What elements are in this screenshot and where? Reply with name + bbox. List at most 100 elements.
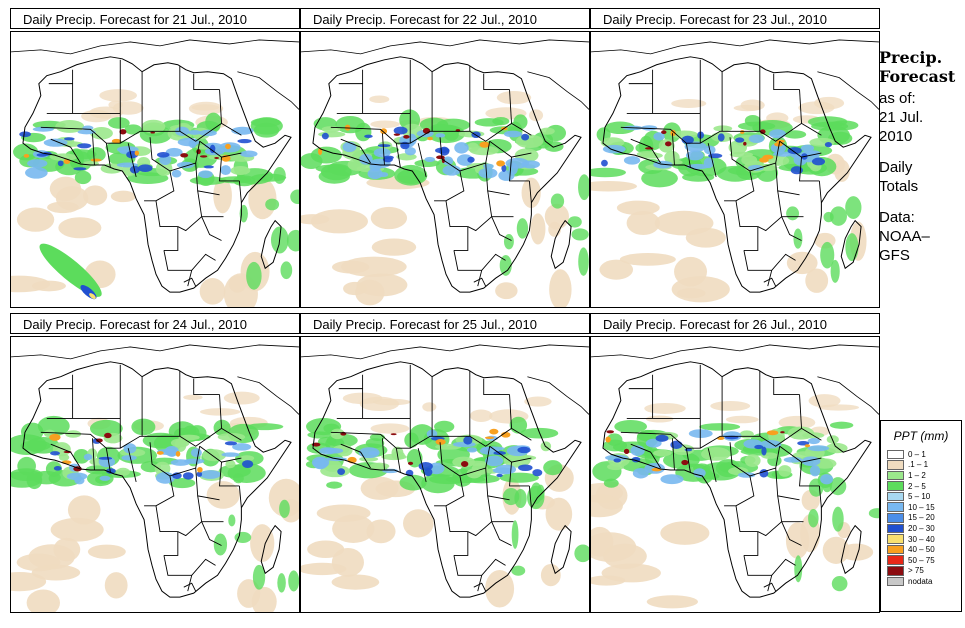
precip-area: [761, 446, 767, 456]
precip-area: [301, 153, 323, 170]
precip-area: [454, 142, 469, 154]
country-border: [509, 462, 530, 487]
legend-item: 2 – 5: [887, 481, 961, 492]
precip-area: [528, 109, 544, 122]
precip-area: [393, 133, 400, 136]
country-border: [628, 374, 654, 390]
precip-area: [571, 228, 589, 241]
legend-swatch: [887, 449, 904, 460]
precip-area: [175, 450, 181, 457]
precip-area: [688, 429, 713, 438]
country-border: [485, 468, 510, 501]
precip-area: [273, 167, 286, 184]
precip-area: [359, 153, 373, 165]
precip-area: [503, 234, 514, 250]
precip-area: [180, 153, 189, 158]
precip-area: [407, 461, 414, 465]
africa-coastline: [602, 56, 872, 293]
precip-area: [591, 494, 623, 518]
precip-area: [310, 209, 368, 234]
precip-area: [435, 133, 446, 138]
country-border: [477, 575, 483, 592]
country-border: [672, 438, 675, 471]
precip-area: [106, 468, 116, 474]
precip-area: [605, 454, 629, 461]
precip-area: [77, 129, 96, 135]
country-border: [799, 89, 802, 124]
precip-area: [13, 143, 39, 161]
country-border: [686, 130, 760, 144]
precip-area: [290, 189, 299, 205]
country-border: [491, 216, 512, 241]
precip-map: [10, 31, 300, 308]
europe-coastline: [301, 344, 589, 360]
country-border: [777, 495, 804, 523]
country-border: [183, 582, 197, 592]
precip-area: [748, 164, 764, 171]
precip-area: [591, 167, 626, 178]
precip-area: [390, 433, 397, 436]
precip-area: [17, 456, 36, 476]
data-source-2: NOAA–: [879, 228, 930, 245]
precip-area: [172, 472, 182, 479]
precip-area: [495, 282, 518, 300]
precip-area: [744, 454, 761, 467]
country-border: [453, 250, 506, 271]
precip-area: [737, 472, 756, 478]
precip-area: [785, 522, 810, 559]
precip-area: [804, 444, 811, 448]
precip-area: [654, 210, 714, 236]
precip-area: [830, 259, 840, 283]
precip-area: [735, 137, 745, 143]
precip-area: [199, 470, 221, 479]
precip-area: [49, 433, 61, 441]
country-border: [330, 431, 397, 449]
precip-area: [74, 170, 92, 185]
precip-area: [699, 423, 741, 431]
country-border: [799, 462, 820, 487]
precip-area: [228, 275, 247, 293]
country-border: [382, 438, 385, 471]
precip-area: [223, 391, 260, 405]
precip-area: [355, 279, 385, 306]
precip-area: [121, 455, 137, 461]
precip-area: [307, 540, 345, 558]
precip-area: [602, 439, 628, 452]
precip-area: [239, 455, 255, 462]
precip-area: [539, 127, 555, 135]
precip-area: [530, 213, 546, 245]
precip-area: [606, 430, 614, 434]
country-border: [434, 475, 465, 507]
precip-area: [414, 159, 440, 168]
precip-area: [89, 293, 96, 300]
precip-area: [578, 247, 589, 276]
precip-map: [590, 336, 880, 613]
precip-area: [644, 403, 686, 414]
legend-item: 15 – 20: [887, 513, 961, 524]
precip-area: [601, 159, 608, 167]
legend-swatch: [887, 576, 904, 587]
country-border: [767, 575, 773, 592]
precip-area: [422, 402, 437, 412]
precip-area: [11, 571, 47, 592]
country-border: [179, 427, 222, 447]
arabia-coastline: [817, 376, 879, 415]
precip-area: [743, 141, 747, 146]
precip-area: [484, 436, 495, 440]
country-border: [483, 73, 510, 91]
country-border: [445, 200, 468, 228]
precip-area: [798, 101, 835, 115]
precip-area: [49, 176, 82, 201]
precip-area: [237, 579, 261, 608]
country-border: [238, 485, 242, 508]
country-border: [127, 448, 137, 483]
country-border: [707, 448, 717, 483]
precip-area: [845, 233, 859, 262]
precip-area: [632, 467, 649, 479]
precip-area: [660, 521, 710, 545]
europe-coastline: [301, 39, 589, 55]
precip-area: [313, 458, 328, 470]
country-border: [395, 448, 401, 473]
precip-area: [693, 468, 706, 478]
precip-area: [341, 256, 407, 277]
